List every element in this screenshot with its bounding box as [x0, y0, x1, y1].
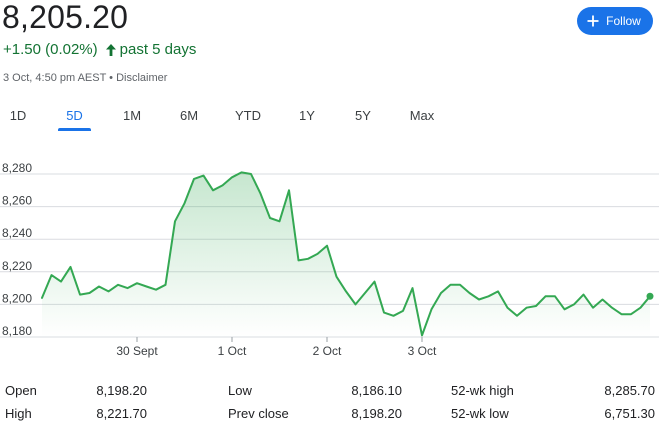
- change-period: past 5 days: [119, 41, 197, 58]
- price-line: [41, 171, 651, 337]
- stat-label-52wk-high: 52-wk high: [451, 383, 514, 398]
- tab-ytd[interactable]: YTD: [235, 108, 261, 123]
- y-tick-label: 8,200: [2, 291, 32, 305]
- y-axis-labels: 8,280 8,260 8,240 8,220 8,200 8,180: [2, 161, 32, 338]
- price-change-row: +1.50 (0.02%) past 5 days: [3, 41, 196, 59]
- y-tick-label: 8,180: [2, 324, 32, 338]
- follow-button[interactable]: Follow: [577, 7, 653, 35]
- stat-value-high: 8,221.70: [96, 406, 147, 421]
- stat-value-open: 8,198.20: [96, 383, 147, 398]
- price-area-fill: [42, 172, 650, 337]
- tab-max[interactable]: Max: [409, 108, 435, 123]
- price: 8,205.20: [2, 0, 129, 35]
- y-tick-label: 8,240: [2, 226, 32, 240]
- x-tick-label: 3 Oct: [408, 344, 437, 358]
- x-tick-label: 30 Sept: [116, 344, 158, 358]
- x-tick-label: 2 Oct: [313, 344, 342, 358]
- stat-value-52wk-high: 8,285.70: [604, 383, 655, 398]
- stat-value-52wk-low: 6,751.30: [604, 406, 655, 421]
- tab-5d[interactable]: 5D: [58, 101, 91, 131]
- quote-meta: 3 Oct, 4:50 pm AEST • Disclaimer: [3, 71, 167, 85]
- tab-1y[interactable]: 1Y: [299, 108, 315, 123]
- last-price-point: [646, 292, 654, 300]
- y-tick-label: 8,260: [2, 194, 32, 208]
- stat-value-low: 8,186.10: [351, 383, 402, 398]
- stat-label-prev-close: Prev close: [228, 406, 289, 421]
- tab-1d[interactable]: 1D: [9, 108, 27, 123]
- follow-label: Follow: [606, 14, 641, 28]
- meta-separator: •: [106, 72, 117, 84]
- stat-label-low: Low: [228, 383, 252, 398]
- price-chart[interactable]: 8,280 8,260 8,240 8,220 8,200 8,180 30 Sept 1 …: [0, 158, 659, 362]
- x-tick-label: 1 Oct: [218, 344, 247, 358]
- plus-icon: [587, 15, 599, 27]
- stat-value-prev-close: 8,198.20: [351, 406, 402, 421]
- tab-1m[interactable]: 1M: [122, 108, 142, 123]
- key-stats: Open 8,198.20 High 8,221.70 Low 8,186.10…: [0, 376, 659, 426]
- stat-label-open: Open: [5, 383, 37, 398]
- y-tick-label: 8,280: [2, 161, 32, 175]
- price-change: +1.50 (0.02%): [3, 41, 98, 58]
- quote-timestamp: 3 Oct, 4:50 pm AEST: [3, 72, 107, 84]
- x-axis-labels: 30 Sept 1 Oct 2 Oct 3 Oct: [116, 337, 437, 358]
- up-arrow-icon: [105, 43, 117, 57]
- stat-label-52wk-low: 52-wk low: [451, 406, 509, 421]
- y-tick-label: 8,220: [2, 259, 32, 273]
- stat-label-high: High: [5, 406, 32, 421]
- tab-5y[interactable]: 5Y: [355, 108, 371, 123]
- tab-6m[interactable]: 6M: [179, 108, 199, 123]
- disclaimer-link[interactable]: Disclaimer: [116, 72, 168, 84]
